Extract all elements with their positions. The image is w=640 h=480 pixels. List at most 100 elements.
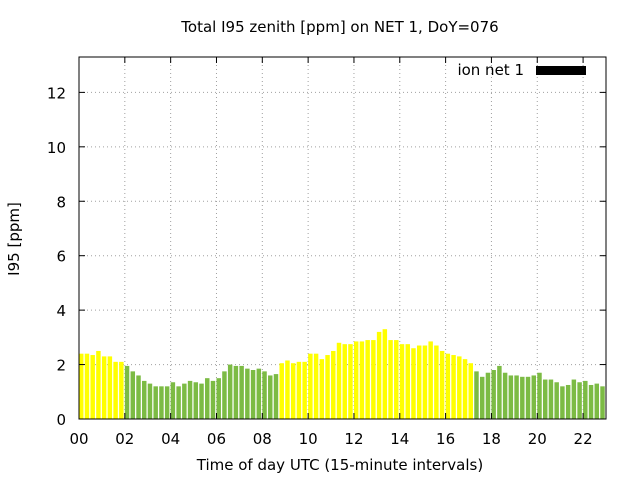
bar xyxy=(571,379,577,419)
y-tick-label: 12 xyxy=(47,84,66,102)
bar xyxy=(491,370,496,419)
bar xyxy=(508,375,514,419)
x-tick-label: 06 xyxy=(207,430,226,448)
bar xyxy=(136,375,141,419)
bar xyxy=(588,384,594,419)
x-tick-label: 02 xyxy=(115,430,134,448)
bar-series xyxy=(79,329,605,419)
bar xyxy=(474,371,479,419)
y-tick-label: 8 xyxy=(56,193,66,211)
bar xyxy=(468,363,473,419)
grid-lines xyxy=(79,57,606,419)
bar xyxy=(348,344,353,419)
y-tick-label: 0 xyxy=(56,411,66,429)
x-tick-label: 00 xyxy=(69,430,88,448)
bar xyxy=(577,382,582,419)
bar xyxy=(182,383,187,419)
y-tick-labels: 0 2 4 6 8 10 12 xyxy=(47,84,66,429)
bar xyxy=(394,340,399,419)
bar xyxy=(239,365,244,419)
x-tick-label: 04 xyxy=(161,430,180,448)
bar xyxy=(256,368,262,419)
bar xyxy=(296,361,302,419)
bar xyxy=(176,386,181,419)
bar xyxy=(365,340,370,419)
bar xyxy=(124,365,130,419)
bar xyxy=(376,331,382,419)
bar xyxy=(233,365,239,419)
bar xyxy=(210,380,216,419)
bar xyxy=(371,340,376,419)
bar xyxy=(205,378,210,419)
bar xyxy=(600,386,605,419)
bar xyxy=(542,379,548,419)
bar xyxy=(411,348,416,419)
x-tick-label: 10 xyxy=(299,430,318,448)
chart-title: Total I95 zenith [ppm] on NET 1, DoY=076 xyxy=(180,18,498,36)
x-tick-label: 22 xyxy=(574,430,593,448)
bar xyxy=(153,386,158,419)
bar xyxy=(79,353,84,419)
bar xyxy=(336,342,342,419)
bar xyxy=(531,375,537,419)
bar xyxy=(462,359,468,419)
x-tick-label: 14 xyxy=(390,430,409,448)
y-axis-label: I95 [ppm] xyxy=(5,202,23,276)
bar xyxy=(399,344,405,419)
x-tick-labels: 00 02 04 06 08 10 12 14 16 18 20 22 xyxy=(69,430,592,448)
bar xyxy=(554,382,559,419)
bar xyxy=(594,383,600,419)
bar xyxy=(325,355,330,419)
bar xyxy=(405,344,410,419)
bar xyxy=(382,329,388,419)
bar xyxy=(565,384,571,419)
bar xyxy=(187,380,193,419)
bar xyxy=(170,382,176,419)
bar xyxy=(342,344,347,419)
bar xyxy=(199,383,204,419)
bar xyxy=(308,353,313,419)
bar xyxy=(96,350,101,419)
bar xyxy=(428,341,433,419)
bar xyxy=(119,361,124,419)
x-tick-label: 16 xyxy=(436,430,455,448)
legend-label: ion net 1 xyxy=(457,61,524,79)
tick-marks xyxy=(78,57,606,420)
bar xyxy=(164,386,170,419)
bar xyxy=(222,371,227,419)
bar xyxy=(359,341,365,419)
y-tick-label: 2 xyxy=(56,357,66,375)
plot-frame xyxy=(78,56,607,420)
bar xyxy=(525,376,531,419)
bar xyxy=(520,376,525,419)
bar xyxy=(279,363,284,419)
y-tick-label: 10 xyxy=(47,139,66,157)
bar xyxy=(457,356,462,419)
bar xyxy=(485,372,491,419)
y-tick-label: 4 xyxy=(56,302,66,320)
bar xyxy=(90,355,95,419)
bar xyxy=(331,350,336,419)
bar xyxy=(159,386,164,419)
bar xyxy=(548,379,554,419)
bar xyxy=(250,370,256,419)
y-tick-label: 6 xyxy=(56,248,66,266)
bar xyxy=(479,376,485,419)
legend-swatch xyxy=(536,66,586,75)
bar xyxy=(537,372,542,419)
x-tick-label: 20 xyxy=(528,430,547,448)
bar xyxy=(313,353,319,419)
x-tick-label: 08 xyxy=(253,430,272,448)
bar xyxy=(245,368,250,419)
bar xyxy=(268,375,273,419)
bar xyxy=(101,356,107,419)
legend: ion net 1 xyxy=(457,61,586,79)
bar xyxy=(560,386,565,419)
bar xyxy=(434,345,439,419)
bar xyxy=(422,345,428,419)
x-axis-label: Time of day UTC (15-minute intervals) xyxy=(196,456,483,474)
bar xyxy=(193,382,199,419)
bar xyxy=(113,361,118,419)
bar xyxy=(290,363,296,419)
